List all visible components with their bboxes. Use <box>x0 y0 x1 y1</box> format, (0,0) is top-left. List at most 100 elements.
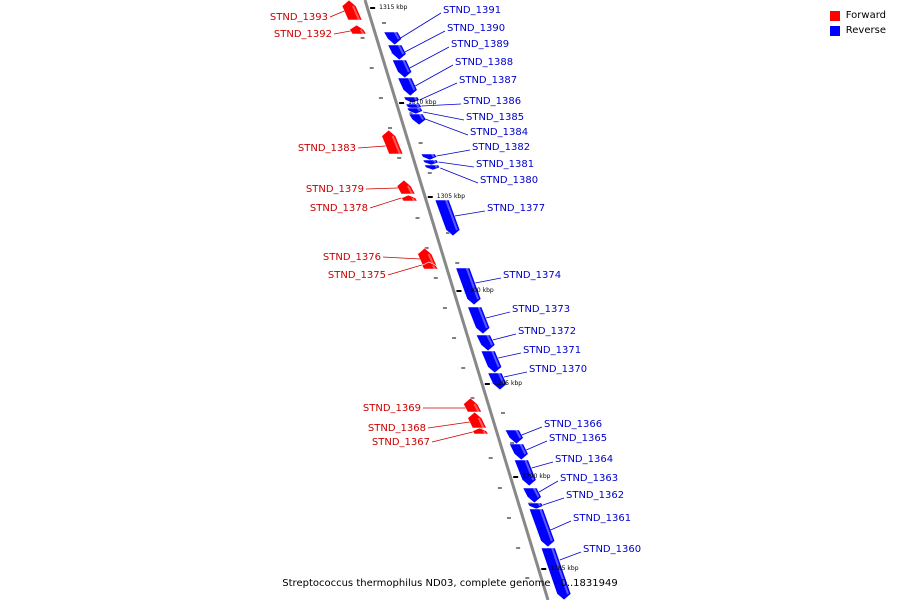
gene-feature-stnd-1368[interactable] <box>467 411 488 429</box>
gene-feature-stnd-1388[interactable] <box>397 77 418 97</box>
label-leader-line <box>365 187 399 190</box>
gene-feature-stnd-1393[interactable] <box>341 0 363 21</box>
gene-labels: STND_1393 STND_1392 STND_1391 STND_1390 STND… <box>270 5 641 555</box>
gene-feature-stnd-1371[interactable] <box>480 350 503 374</box>
label-leader-line <box>498 352 522 359</box>
gene-label[interactable]: STND_1381 <box>476 159 534 170</box>
gene-feature-stnd-1378[interactable] <box>401 194 418 202</box>
label-leader-line <box>329 10 345 18</box>
label-leader-line <box>425 118 469 136</box>
gene-label[interactable]: STND_1373 <box>512 304 570 315</box>
gene-label[interactable]: STND_1378 <box>310 203 368 214</box>
gene-label[interactable]: STND_1388 <box>455 57 513 68</box>
gene-label[interactable]: STND_1387 <box>459 75 517 86</box>
label-leader-line <box>485 311 511 319</box>
gene-feature-shading <box>515 429 522 439</box>
gene-feature-stnd-1373[interactable] <box>467 306 491 335</box>
gene-feature-stnd-1363[interactable] <box>522 487 542 504</box>
gene-feature-stnd-1383[interactable] <box>381 129 404 155</box>
gene-feature-stnd-1390[interactable] <box>387 44 407 61</box>
gene-feature-shading <box>551 547 569 595</box>
gene-feature-shading <box>486 334 493 346</box>
gene-feature-stnd-1375[interactable] <box>421 261 439 270</box>
gene-label[interactable]: STND_1364 <box>555 454 613 465</box>
gene-feature-shading <box>418 113 424 121</box>
gene-label[interactable]: STND_1379 <box>306 184 364 195</box>
gene-label[interactable]: STND_1391 <box>443 5 501 16</box>
gene-label[interactable]: STND_1360 <box>583 544 641 555</box>
gene-feature-stnd-1377[interactable] <box>434 199 461 237</box>
gene-label[interactable]: STND_1368 <box>368 423 426 434</box>
gene-feature-shading <box>465 267 479 300</box>
gene-label[interactable]: STND_1393 <box>270 12 328 23</box>
gene-label[interactable]: STND_1362 <box>566 490 624 501</box>
gene-label[interactable]: STND_1374 <box>503 270 561 281</box>
gene-feature-stnd-1361[interactable] <box>528 508 556 548</box>
gene-label[interactable]: STND_1372 <box>518 326 576 337</box>
gene-label[interactable]: STND_1369 <box>363 403 421 414</box>
gene-label[interactable]: STND_1380 <box>480 175 538 186</box>
gene-label[interactable]: STND_1370 <box>529 364 587 375</box>
label-leader-line <box>559 551 582 561</box>
gene-feature-shading <box>434 164 438 169</box>
gene-feature-shading <box>477 417 485 429</box>
gene-feature-shading <box>391 135 401 155</box>
gene-label[interactable]: STND_1383 <box>298 143 356 154</box>
gene-feature-shading <box>352 5 361 21</box>
gene-label[interactable]: STND_1366 <box>544 419 602 430</box>
gene-feature-stnd-1382[interactable] <box>420 153 438 161</box>
gene-feature-stnd-1362[interactable] <box>526 502 544 510</box>
gene-feature-shading <box>537 502 542 507</box>
gene-feature-shading <box>417 107 421 112</box>
gene-label[interactable]: STND_1386 <box>463 96 521 107</box>
gene-label[interactable]: STND_1377 <box>487 203 545 214</box>
gene-feature-stnd-1384[interactable] <box>408 113 427 126</box>
gene-label[interactable]: STND_1385 <box>466 112 524 123</box>
tick-label: 1300 kbp <box>465 287 493 294</box>
gene-feature-stnd-1367[interactable] <box>472 427 489 435</box>
gene-label[interactable]: STND_1382 <box>472 142 530 153</box>
gene-feature-stnd-1387[interactable] <box>403 96 420 104</box>
gene-feature-shading <box>431 153 435 158</box>
legend-item-reverse: Reverse <box>829 23 886 38</box>
gene-feature-stnd-1380[interactable] <box>423 164 441 171</box>
label-leader-line <box>550 520 572 531</box>
gene-feature-shading <box>477 306 488 329</box>
gene-feature-stnd-1385[interactable] <box>406 107 424 115</box>
gene-label[interactable]: STND_1392 <box>274 29 332 40</box>
gene-label[interactable]: STND_1376 <box>323 252 381 263</box>
gene-label[interactable]: STND_1371 <box>523 345 581 356</box>
gene-feature-stnd-1366[interactable] <box>504 429 524 445</box>
gene-label[interactable]: STND_1384 <box>470 127 528 138</box>
gene-label[interactable]: STND_1365 <box>549 433 607 444</box>
gene-feature-stnd-1381[interactable] <box>422 159 439 166</box>
gene-feature-stnd-1364[interactable] <box>513 459 537 487</box>
gene-feature-stnd-1374[interactable] <box>455 267 482 306</box>
gene-feature-stnd-1391[interactable] <box>383 31 403 46</box>
gene-feature-shading <box>415 103 420 108</box>
label-leaders <box>329 10 582 561</box>
tick-label: 1310 kbp <box>408 99 436 106</box>
legend-item-forward: Forward <box>829 8 886 23</box>
gene-label[interactable]: STND_1367 <box>372 437 430 448</box>
gene-feature-stnd-1370[interactable] <box>487 372 508 391</box>
label-leader-line <box>542 497 565 506</box>
gene-feature-shading <box>532 487 540 498</box>
gene-label[interactable]: STND_1363 <box>560 473 618 484</box>
gene-label[interactable]: STND_1389 <box>451 39 509 50</box>
gene-label[interactable]: STND_1361 <box>573 513 631 524</box>
gene-label[interactable]: STND_1390 <box>447 23 505 34</box>
gene-feature-stnd-1389[interactable] <box>391 59 413 79</box>
label-leader-line <box>538 480 559 493</box>
gene-feature-stnd-1369[interactable] <box>463 397 483 413</box>
label-leader-line <box>423 111 465 121</box>
gene-feature-stnd-1392[interactable] <box>349 24 367 35</box>
legend-label-reverse: Reverse <box>845 25 886 36</box>
gene-feature-shading <box>432 264 436 270</box>
gene-feature-stnd-1365[interactable] <box>508 443 529 461</box>
gene-feature-stnd-1379[interactable] <box>396 179 416 195</box>
gene-feature-stnd-1372[interactable] <box>475 334 496 352</box>
gene-feature-stnd-1360[interactable] <box>540 547 572 600</box>
gene-label[interactable]: STND_1375 <box>328 270 386 281</box>
major-ticks: 1315 kbp 1310 kbp 1305 kbp 1300 kbp 1295 kbp… <box>370 4 579 572</box>
